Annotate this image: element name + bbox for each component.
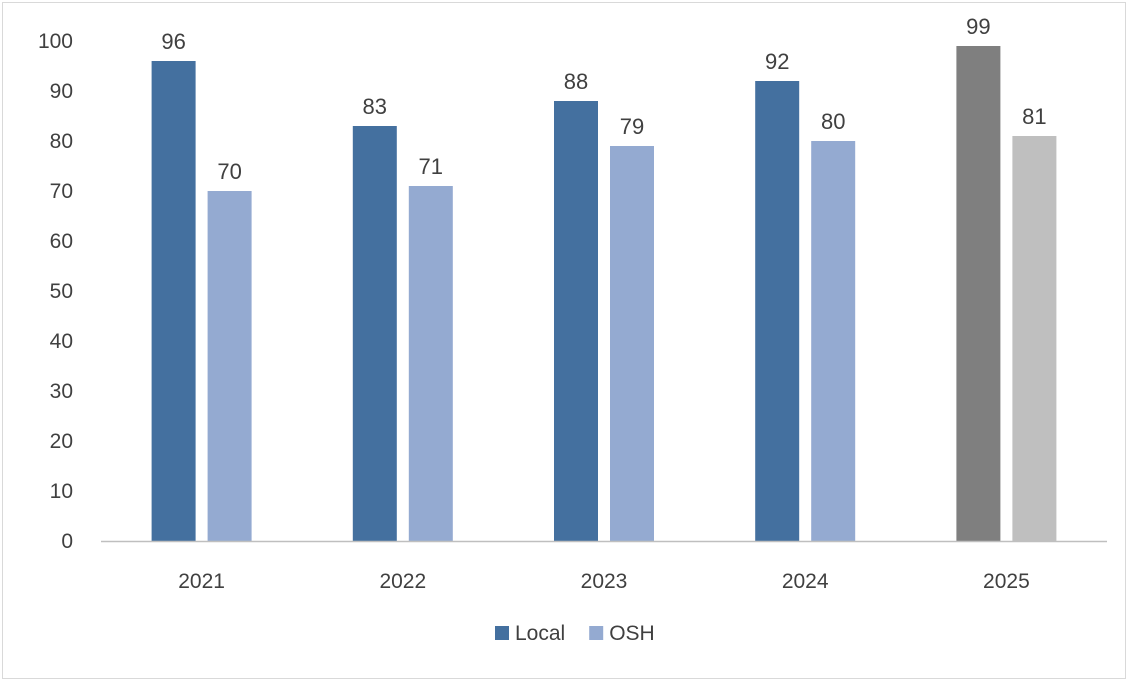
y-tick-label-0: 0 — [61, 530, 73, 553]
x-tick-label-2023: 2023 — [581, 570, 628, 593]
data-label-osh-2022: 71 — [419, 154, 443, 179]
x-tick-label-2022: 2022 — [379, 570, 426, 593]
y-tick-label-70: 70 — [50, 180, 73, 203]
data-label-osh-2023: 79 — [620, 114, 644, 139]
y-tick-label-100: 100 — [38, 30, 73, 53]
bar-local-2023 — [554, 101, 598, 541]
bar-osh-2023 — [610, 146, 654, 541]
legend-swatch-osh — [589, 626, 604, 640]
y-tick-label-90: 90 — [50, 80, 73, 103]
y-axis-tick-labels: 0 10 20 30 40 50 60 70 80 90 100 — [38, 30, 73, 553]
data-label-osh-2025: 81 — [1022, 104, 1046, 129]
data-label-local-2025: 99 — [966, 14, 990, 39]
x-tick-label-2021: 2021 — [178, 570, 225, 593]
x-tick-label-2025: 2025 — [983, 570, 1030, 593]
legend-label-osh: OSH — [609, 622, 655, 645]
bar-local-2022 — [352, 126, 397, 541]
bar-osh-2025 — [1012, 136, 1057, 541]
legend-swatch-local — [495, 626, 509, 640]
bar-osh-2022 — [408, 186, 453, 541]
y-tick-label-20: 20 — [50, 430, 73, 453]
bar-local-2024 — [755, 81, 800, 541]
x-axis-tick-labels: 2021 2022 2023 2024 2025 — [178, 570, 1030, 593]
y-tick-label-60: 60 — [50, 230, 73, 253]
data-labels: 96 70 83 71 88 79 92 80 99 81 — [161, 14, 1046, 184]
y-tick-label-30: 30 — [50, 380, 73, 403]
data-label-local-2022: 83 — [363, 94, 387, 119]
y-tick-label-80: 80 — [50, 130, 73, 153]
x-tick-label-2024: 2024 — [782, 570, 829, 593]
bar-local-2021 — [151, 61, 196, 541]
data-label-local-2024: 92 — [765, 49, 789, 74]
data-label-osh-2024: 80 — [821, 109, 845, 134]
y-tick-label-40: 40 — [50, 330, 73, 353]
bar-osh-2024 — [811, 141, 856, 541]
bar-local-2025 — [956, 46, 1001, 541]
legend-label-local: Local — [515, 622, 565, 645]
legend: Local OSH — [495, 622, 655, 645]
data-label-osh-2021: 70 — [217, 159, 241, 184]
data-label-local-2021: 96 — [161, 29, 185, 54]
y-tick-label-10: 10 — [50, 480, 73, 503]
data-label-local-2023: 88 — [564, 69, 588, 94]
bar-osh-2021 — [207, 191, 252, 541]
y-tick-label-50: 50 — [50, 280, 73, 303]
bars — [151, 46, 1057, 541]
